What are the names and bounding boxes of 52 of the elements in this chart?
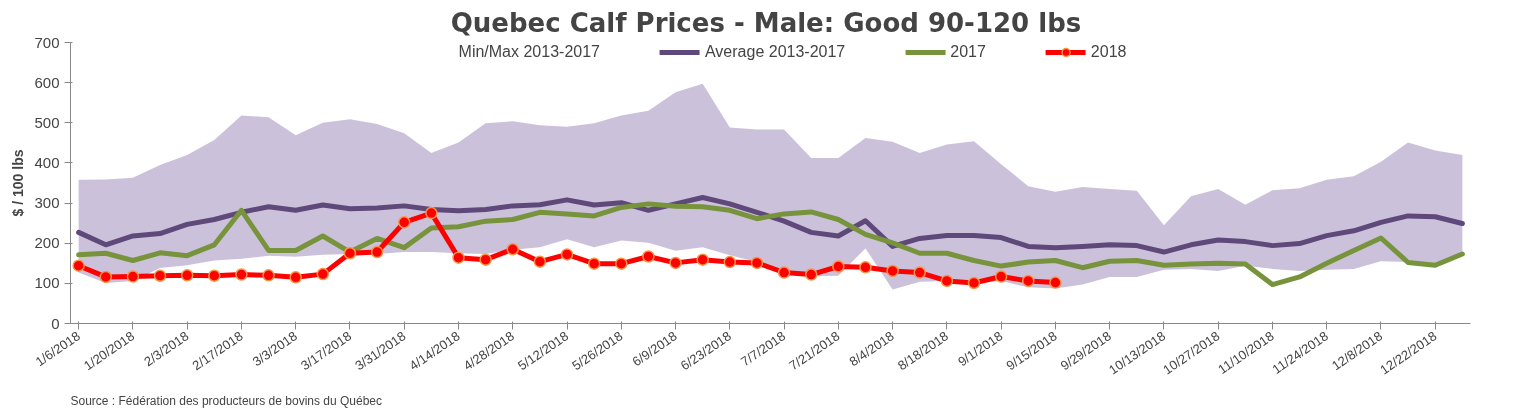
point	[153, 269, 167, 282]
point	[886, 264, 899, 278]
point	[913, 266, 926, 279]
y-tick-label: 400	[34, 153, 60, 171]
point	[723, 255, 737, 269]
point	[316, 267, 330, 281]
point	[72, 259, 85, 272]
y-tick-label: 200	[34, 234, 60, 252]
y-tick-label: 500	[34, 113, 60, 131]
y-axis-title: $ / 100 lbs	[10, 149, 27, 217]
point	[669, 256, 682, 270]
y-tick-label: 300	[34, 194, 60, 212]
point	[99, 270, 113, 284]
point	[343, 247, 357, 260]
point	[615, 257, 628, 270]
point	[777, 266, 791, 279]
point	[208, 269, 221, 282]
point	[940, 274, 954, 288]
point	[560, 248, 574, 261]
point	[1022, 274, 1035, 288]
point	[994, 270, 1008, 283]
y-tick-label: 700	[34, 33, 60, 51]
legend-label: 2017	[950, 43, 986, 61]
point	[235, 268, 248, 281]
point	[506, 243, 519, 256]
point	[967, 276, 981, 290]
point	[370, 245, 384, 259]
point	[126, 270, 140, 283]
y-tick-label: 600	[34, 73, 60, 91]
point	[180, 269, 194, 282]
point	[750, 256, 764, 270]
point	[452, 251, 465, 264]
point	[804, 268, 818, 281]
point	[479, 253, 492, 266]
annotation: Min/Max 2013-2017	[458, 43, 600, 61]
legend-label: 2018	[1090, 43, 1127, 61]
point	[397, 216, 411, 229]
point	[642, 250, 655, 263]
point	[859, 261, 872, 274]
chart-title: Quebec Calf Prices - Male: Good 90-120 lbs	[450, 7, 1082, 38]
legend-label: Average 2013-2017	[704, 43, 846, 61]
point	[533, 255, 547, 268]
point	[696, 253, 709, 266]
source-note: Source : Fédération des producteurs de bovins du Québec	[70, 393, 383, 408]
y-tick-label: 0	[51, 314, 60, 332]
point	[262, 269, 275, 282]
point	[832, 260, 845, 273]
point	[587, 257, 601, 270]
point	[289, 271, 302, 284]
point	[425, 206, 438, 220]
y-tick-label: 100	[34, 274, 60, 292]
point	[1049, 276, 1062, 289]
